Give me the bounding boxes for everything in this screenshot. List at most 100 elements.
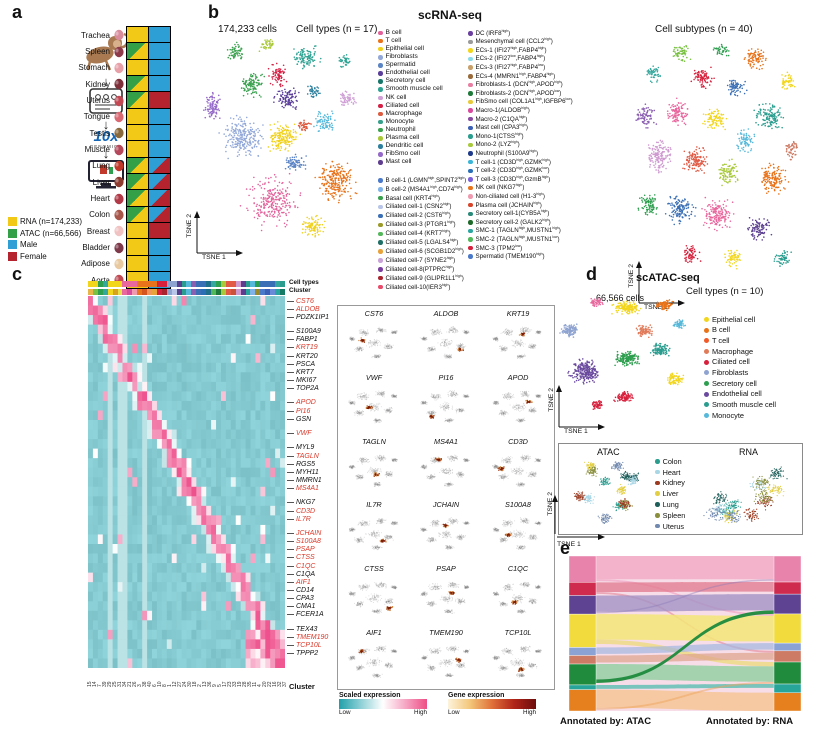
panel-a-label: a — [12, 2, 23, 22]
sankey-right-segment — [773, 683, 802, 693]
gene-label-row: AIF1 — [287, 578, 353, 586]
gene-leader-line — [287, 628, 294, 630]
bar-segment — [142, 288, 148, 295]
rna-celltype-item-dot — [378, 111, 383, 117]
gene-label: JCHAIN — [296, 530, 322, 538]
bar-segment — [137, 281, 143, 287]
rna-subtype-item: Non-ciliated cell (H1-3high) — [468, 192, 573, 201]
rna-subtype-item-dot — [468, 151, 473, 156]
bar-segment — [255, 281, 261, 287]
tsne1-axis-label: TSNE 1 — [202, 254, 226, 261]
gene-leader-line — [287, 488, 294, 490]
gene-label-row: TEX43 — [287, 625, 353, 633]
gene-label: TAGLN — [296, 452, 319, 460]
rna-celltype-item-dot — [378, 55, 383, 60]
rna-subtype-item-label: ECs-2 (IFI27low,FABP4high) — [475, 54, 546, 63]
heatmap-gene-labels: CST6 ALDOB PDZK1IP1 S100A9 FABP1 KRT19 KRT20 PS… — [287, 297, 353, 664]
atac-celltypes-title: Cell types (n = 10) — [686, 286, 764, 297]
feature-gene-title: VWF — [365, 372, 383, 382]
atac-celltype-item-dot — [704, 402, 709, 408]
tissue-row: Muscle — [60, 140, 171, 158]
rna-celltype-item: B cell — [378, 29, 443, 37]
dataset-legend-label: Female — [20, 251, 47, 261]
rna-celltype-item-label: Secretory cell — [385, 77, 426, 85]
tissue-name: Aorta — [60, 276, 112, 285]
assay-cell — [126, 140, 149, 158]
gene-label: TPPP2 — [296, 650, 319, 658]
atac-rna-comparison-box: ATAC RNA Colon Heart Kidney Liver Lung Spleen… — [558, 443, 803, 535]
gene-label: PSCA — [296, 360, 316, 368]
gene-leader-line — [287, 510, 294, 512]
gene-leader-line — [287, 388, 294, 390]
tissue-item-label: Uterus — [662, 521, 685, 531]
tissue-item-label: Heart — [662, 467, 681, 477]
rna-subtype-item-dot — [468, 177, 473, 182]
rna-subtype-item-dot — [378, 213, 383, 219]
bar-segment — [156, 288, 162, 295]
feature-plot-canvas — [417, 446, 475, 491]
rna-celltype-item: FibSmo cell — [378, 150, 443, 158]
bar-segment — [88, 288, 93, 295]
tissue-name: Heart — [90, 194, 110, 204]
rna-celltype-item-label: Monocyte — [385, 117, 415, 125]
gene-leader-line — [287, 347, 294, 349]
rna-subtype-item: FibSmo cell (COL1A1high,IGFBP6low) — [468, 98, 573, 107]
gene-label: PDZK1IP1 — [296, 313, 330, 321]
bar-segment — [206, 281, 212, 287]
tissue-icon-stomach — [112, 61, 126, 74]
assay-cell — [126, 156, 149, 175]
rna-subtype-item-label: FibSmo cell (COL1A1high,IGFBP6low) — [475, 97, 573, 106]
tissue-row: Spleen — [60, 42, 171, 60]
rna-subtype-item-label: T cell-3 (CD3Dhigh,GzmBhigh) — [475, 174, 551, 183]
rna-subtype-item-dot — [468, 168, 473, 174]
bar-segment — [279, 281, 285, 287]
tsne-axes-b1: TSNE 2 TSNE 1 — [186, 208, 248, 266]
tissue-item-label: Liver — [662, 489, 679, 499]
gene-leader-line — [287, 402, 294, 404]
feature-gene-title: MS4A1 — [434, 436, 458, 446]
bar-segment — [220, 281, 226, 287]
rna-celltype-item: Mast cell — [378, 159, 443, 167]
rna-subtype-item-dot — [468, 245, 473, 251]
rna-celltype-item-label: B cell — [385, 28, 402, 36]
gene-label-row: APOD — [287, 399, 353, 407]
rna-subtype-item-dot — [468, 65, 473, 70]
feature-plot-pi16: PI16 — [410, 370, 482, 434]
sankey-right-segment — [773, 593, 802, 615]
tissue-row: Liver — [60, 173, 171, 191]
tsne-subtypes-plot — [626, 38, 810, 283]
atac-celltype-item-dot — [704, 338, 709, 344]
rna-subtype-item-dot — [468, 39, 473, 45]
gene-leader-line — [287, 614, 294, 616]
rna-subtype-item-label: Fibroblasts-1 (DCNhigh,APODhigh) — [475, 80, 563, 89]
cluster-axis-label: Cluster — [289, 682, 315, 691]
celltypes-bar-label: Cell types — [289, 279, 319, 286]
feature-gene-title: S100A8 — [505, 500, 531, 510]
rna-celltype-item: T cell — [378, 37, 443, 45]
rna-subtype-item-dot — [468, 82, 473, 88]
gene-label-row: ALDOB — [287, 305, 353, 313]
rna-subtype-item-dot — [378, 284, 383, 290]
sankey-right-segment — [773, 661, 802, 685]
sex-cell — [148, 222, 171, 240]
tissue-legend: Colon Heart Kidney Liver Lung Spleen Uterus — [655, 456, 685, 532]
bar-segment — [191, 281, 197, 287]
rna-subtype-item-dot — [468, 108, 473, 113]
bar-segment — [112, 281, 118, 287]
sankey-left-segment — [568, 582, 597, 596]
gene-leader-line — [287, 447, 294, 449]
tissue-icon-tongue — [112, 110, 126, 123]
tissue-table: Trachea Spleen Stomach Kidney Uterus Tongue Te… — [60, 26, 171, 289]
heatmap-celltypes-bar — [88, 281, 285, 287]
bar-segment — [206, 288, 212, 295]
bar-segment — [230, 288, 236, 295]
gene-leader-line — [287, 410, 294, 412]
gene-leader-line — [287, 471, 294, 473]
rna-tissue-plot — [699, 454, 798, 529]
bar-segment — [122, 288, 128, 295]
rna-subtype-item-label: NK cell (NKG7high) — [475, 183, 525, 192]
tissue-item-dot — [655, 502, 660, 507]
feature-plot-canvas — [345, 638, 403, 683]
rna-subtype-item-dot — [468, 116, 473, 122]
scaled-low-label: Low — [339, 709, 351, 716]
